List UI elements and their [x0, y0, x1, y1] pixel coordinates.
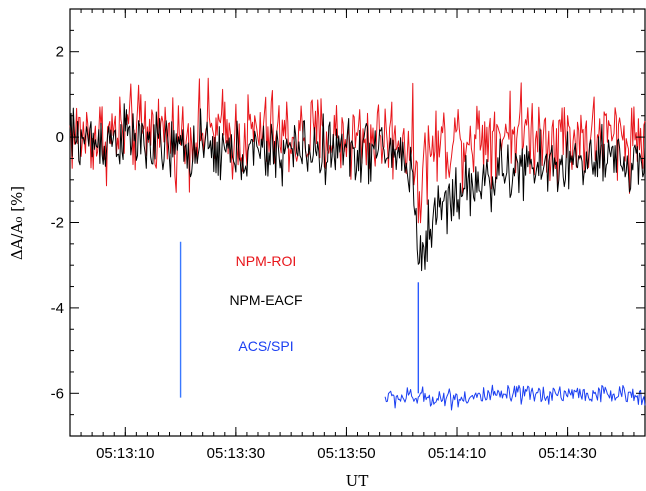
annotation-layer: [179, 241, 420, 398]
legend-label-npm-eacf: NPM-EACF: [229, 292, 302, 308]
plot-axes: [69, 8, 646, 437]
series-line-npm-eacf: [69, 103, 646, 272]
series-layer: [69, 77, 646, 411]
x-tick-label: 05:13:30: [207, 445, 265, 462]
legend-label-npm-roi: NPM-ROI: [236, 253, 297, 269]
y-tick-label: -6: [51, 385, 64, 402]
y-axis-label: ΔA/A₀ [%]: [8, 186, 26, 260]
x-tick-label: 05:13:10: [96, 445, 154, 462]
tick-layer: 2 0 -2 -4 -6 05:13:10 05:13:30 05:13:50 05:14:10…: [51, 8, 646, 462]
x-tick-label: 05:14:30: [538, 445, 596, 462]
x-tick-label: 05:13:50: [317, 445, 375, 462]
series-line-acs-spi: [384, 384, 646, 411]
x-tick-label: 05:14:10: [428, 445, 486, 462]
plot-frame: [69, 8, 646, 437]
x-axis-label: UT: [346, 472, 369, 490]
y-tick-label: -2: [51, 215, 64, 232]
series-line-npm-roi: [69, 77, 646, 224]
y-tick-label: -4: [51, 300, 64, 317]
y-tick-label: 0: [56, 129, 64, 146]
legend-label-acs-spi: ACS/SPI: [238, 338, 293, 354]
y-tick-label: 2: [56, 44, 64, 61]
